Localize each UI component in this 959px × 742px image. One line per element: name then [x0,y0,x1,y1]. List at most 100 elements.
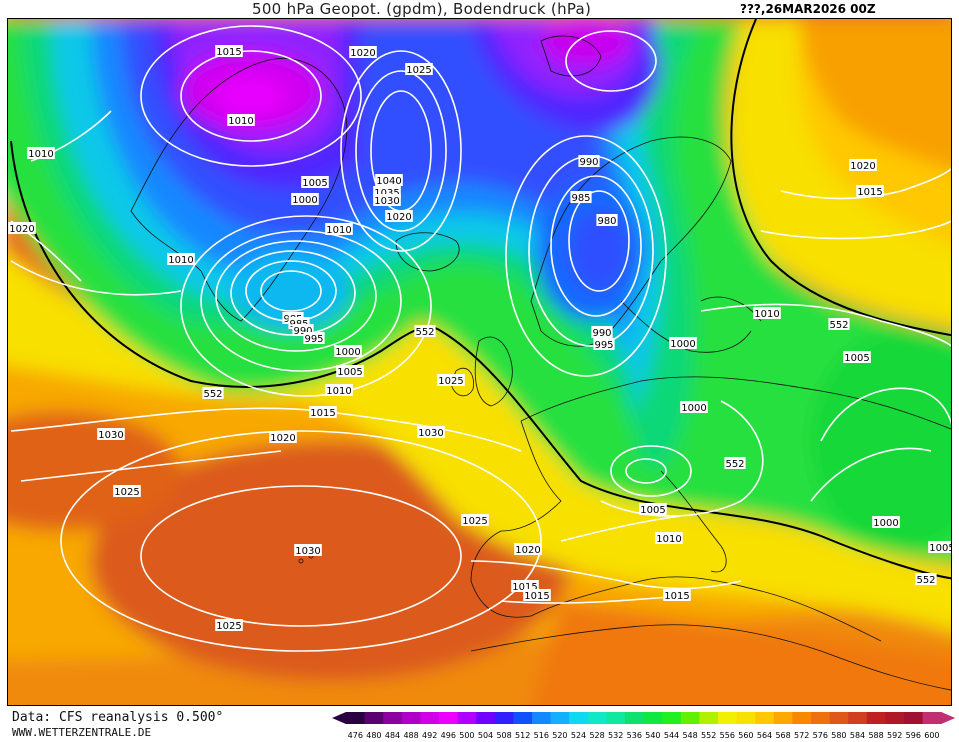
scale-tick-label: 516 [534,731,549,740]
scale-color-block [829,712,849,724]
color-scale-legend: 476 480 484 488 492 496 500 504 508 512 516 520 524 5… [332,712,956,740]
scale-color-block [792,712,812,724]
scale-color-block [848,712,868,724]
scale-tick-label: 556 [720,731,735,740]
scale-color-block [346,712,366,724]
pressure-label: 1020 [8,222,36,235]
pressure-label: 552 [414,325,436,338]
pressure-label-text: 1025 [438,376,463,387]
scale-tick-label: 540 [645,731,660,740]
scale-arrow-right [941,712,956,724]
pressure-label-text: 990 [592,328,611,339]
weather-map[interactable]: 1015 1020 1010 1025 1010 990 1020 1040 1005 1035 1… [7,18,952,706]
pressure-label: 1020 [269,431,297,444]
pressure-label: 1020 [349,46,377,59]
pressure-label: 1010 [655,532,683,545]
pressure-label: 980 [596,214,618,227]
pressure-label-text: 1015 [524,591,549,602]
pressure-label: 995 [303,332,325,345]
scale-tick-label: 564 [757,731,772,740]
scale-color-block [718,712,738,724]
scale-tick-label: 580 [831,731,846,740]
pressure-label: 1010 [167,253,195,266]
website-link[interactable]: WWW.WETTERZENTRALE.DE [12,726,152,739]
pressure-label: 985 [570,191,592,204]
pressure-label-text: 1020 [386,212,411,223]
scale-color-block [625,712,645,724]
pressure-label-text: 995 [594,340,613,351]
scale-tick-label: 496 [441,731,456,740]
pressure-label: 552 [202,387,224,400]
scale-tick-label: 548 [682,731,697,740]
pressure-label: 1025 [437,374,465,387]
pressure-label-text: 1010 [28,149,53,160]
scale-tick-label: 484 [385,731,400,740]
scale-tick-label: 536 [627,731,642,740]
run-info: ???,26MAR2026 00Z [740,2,876,16]
pressure-label: 1015 [856,185,884,198]
pressure-label-text: 1025 [406,65,431,76]
pressure-label: 1030 [97,428,125,441]
pressure-label-text: 990 [579,157,598,168]
pressure-label-text: 552 [916,575,935,586]
pressure-label: 1030 [373,194,401,207]
scale-color-block [513,712,533,724]
pressure-label: 1025 [215,619,243,632]
pressure-label: 1010 [325,384,353,397]
scale-color-block [643,712,663,724]
chart-title: 500 hPa Geopot. (gpdm), Bodendruck (hPa) [252,0,592,18]
pressure-label: 1030 [294,544,322,557]
pressure-label: 1040 [375,174,403,187]
pressure-label-text: 1000 [670,339,695,350]
pressure-label-text: 1010 [326,386,351,397]
scale-color-block [699,712,719,724]
pressure-label: 1025 [113,485,141,498]
scale-color-block [773,712,793,724]
scale-tick-label: 552 [701,731,716,740]
pressure-label: 1000 [680,401,708,414]
pressure-label: 1005 [301,176,329,189]
pressure-label: 1015 [663,589,691,602]
pressure-label-text: 1010 [326,225,351,236]
pressure-label-text: 1020 [270,433,295,444]
pressure-label-text: 1005 [929,543,952,554]
pressure-label-text: 1010 [656,534,681,545]
pressure-label: 1020 [849,159,877,172]
pressure-label-text: 980 [597,216,616,227]
pressure-label: 995 [593,338,615,351]
scale-tick-label: 492 [422,731,437,740]
scale-tick-label: 544 [664,731,679,740]
pressure-label: 552 [724,457,746,470]
pressure-label: 1005 [336,365,364,378]
pressure-label: 1010 [227,114,255,127]
scale-tick-label: 520 [552,731,567,740]
scale-tick-label: 560 [738,731,753,740]
header: 500 hPa Geopot. (gpdm), Bodendruck (hPa)… [0,0,959,18]
pressure-label: 1000 [334,345,362,358]
scale-tick-label: 576 [813,731,828,740]
pressure-label-text: 1015 [512,582,537,593]
pressure-label: 990 [591,326,613,339]
scale-tick-label: 592 [887,731,902,740]
pressure-label-text: 1035 [374,188,399,199]
pressure-label-text: 552 [203,389,222,400]
scale-color-block [680,712,700,724]
pressure-label-text: 1025 [462,516,487,527]
scale-color-block [606,712,626,724]
pressure-label: 990 [578,155,600,168]
pressure-label-text: 1010 [228,116,253,127]
pressure-label-text: 1015 [664,591,689,602]
pressure-label-text: 1005 [337,367,362,378]
pressure-label: 1015 [523,589,551,602]
scale-color-block [401,712,421,724]
pressure-label: 1000 [291,193,319,206]
pressure-label: 1005 [639,503,667,516]
pressure-label: 1010 [325,223,353,236]
scale-color-block [811,712,831,724]
pressure-label: 1015 [215,45,243,58]
scale-color-block [457,712,477,724]
pressure-label-text: 1010 [168,255,193,266]
scale-color-block [532,712,552,724]
scale-tick-label: 476 [348,731,363,740]
scale-color-block [755,712,775,724]
